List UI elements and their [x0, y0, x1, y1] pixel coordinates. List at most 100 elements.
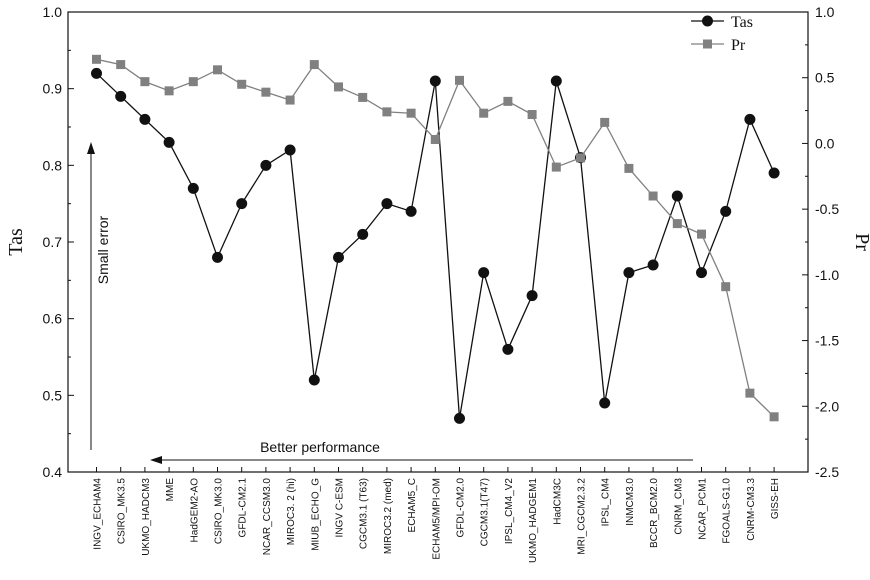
series-pr-point: [527, 110, 537, 120]
x-category-label: GFDL-CM2.1: [238, 478, 249, 538]
series-pr-point: [672, 219, 682, 229]
right-tick-label: 0.0: [815, 135, 835, 151]
series-pr-point: [624, 163, 634, 173]
x-category-label: INGV C-ESM: [335, 478, 346, 537]
series-tas-point: [671, 190, 683, 202]
x-category-label: HadCM3C: [552, 478, 563, 525]
x-category-label: INGV_ECHAM4: [93, 478, 104, 550]
series-tas-point: [454, 412, 465, 424]
legend-entry-tas: Tas: [691, 14, 753, 31]
x-category-label: IPSL_CM4: [601, 478, 612, 527]
x-category-label: INMCM3.0: [625, 478, 636, 526]
x-category-label: CGCM3.1 (T63): [359, 478, 370, 549]
series-tas-point: [526, 290, 538, 302]
x-category-label: CNRM-CM3.3: [746, 478, 757, 541]
better-performance-label: Better performance: [260, 439, 380, 455]
series-pr-point: [116, 60, 126, 70]
x-category-label: FGOALS-G1.0: [722, 478, 733, 544]
legend: Tas Pr: [691, 14, 753, 54]
series-pr-point: [648, 191, 658, 201]
left-tick-label: 0.4: [43, 464, 63, 480]
series-tas-point: [236, 198, 248, 210]
x-category-label: HadGEM2-AO: [189, 478, 200, 543]
right-tick-label: -1.0: [815, 267, 839, 283]
series-tas-point: [696, 267, 707, 279]
series-pr-point: [213, 65, 222, 75]
series-pr-point: [164, 86, 174, 96]
left-tick-label: 0.9: [43, 81, 63, 97]
left-tick-label: 0.7: [43, 234, 63, 250]
right-axis-label: Pr: [851, 233, 870, 251]
series-pr-point: [237, 79, 247, 89]
series-tas-point: [139, 113, 151, 125]
small-error-annotation: Small error: [87, 142, 111, 450]
series-pr-point: [309, 60, 319, 70]
left-tick-label: 0.8: [43, 157, 63, 173]
right-tick-label: 0.5: [815, 70, 835, 86]
series-tas-point: [405, 205, 417, 217]
series-tas-line: [96, 72, 775, 419]
series-pr-point: [455, 75, 464, 85]
legend-pr-marker: [703, 39, 712, 49]
x-category-label: IPSL_CM4_V2: [504, 478, 515, 545]
x-category-label: MIROC3. 2 (hi): [286, 478, 297, 545]
legend-entry-pr: Pr: [691, 37, 746, 54]
series-pr-point: [430, 134, 440, 144]
series-pr-point: [261, 87, 271, 97]
series-tas-point: [333, 251, 344, 263]
series-pr-point: [334, 82, 343, 92]
right-tick-label: -0.5: [815, 201, 839, 217]
right-tick-label: 1.0: [815, 4, 835, 20]
series-tas-point: [187, 182, 199, 194]
x-category-label: CSIRO_MK3.0: [214, 478, 225, 545]
x-category-label: MRI_CGCM2.3.2: [577, 478, 588, 555]
series-tas-point: [647, 259, 659, 271]
left-tick-label: 0.5: [43, 387, 63, 403]
series-tas-point: [212, 251, 223, 263]
x-category-label: NCAR_CCSM3.0: [262, 478, 273, 556]
right-tick-label: -2.0: [815, 398, 839, 414]
series-pr-point: [382, 107, 392, 117]
series-pr-point: [503, 96, 513, 106]
series-tas-point: [768, 167, 780, 179]
x-category-label: ECHAM5_C: [407, 478, 418, 532]
x-category-label: CGCM3.1(T47): [480, 478, 491, 546]
x-category-label: UKMO_HADCM3: [141, 478, 152, 556]
series-layer: [91, 54, 780, 424]
series-tas-point: [720, 205, 732, 217]
small-error-arrowhead: [87, 142, 95, 154]
series-tas-point: [357, 228, 369, 240]
series-tas-point: [381, 198, 393, 210]
legend-tas-label: Tas: [731, 14, 753, 31]
series-pr-point: [551, 162, 561, 172]
series-pr-point: [769, 412, 779, 422]
series-pr-point: [140, 77, 150, 87]
series-tas-point: [429, 75, 441, 87]
series-pr-point: [188, 77, 198, 87]
series-tas-point: [308, 374, 320, 386]
x-category-label: NCAR_PCM1: [698, 478, 709, 540]
series-tas-point: [260, 159, 272, 171]
series-tas-point: [744, 113, 756, 125]
series-pr-point: [576, 153, 585, 163]
series-tas-point: [478, 267, 490, 279]
x-category-label: CNRM_CM3: [673, 478, 684, 535]
series-pr-point: [721, 282, 731, 292]
series-pr-point: [92, 54, 101, 64]
series-pr-point: [479, 108, 489, 118]
left-tick-label: 1.0: [43, 4, 63, 20]
legend-pr-label: Pr: [731, 37, 746, 54]
left-tick-label: 0.6: [43, 311, 63, 327]
series-tas-point: [91, 67, 102, 79]
series-tas-point: [284, 144, 296, 156]
series-tas-point: [599, 397, 611, 409]
series-pr-point: [745, 388, 755, 398]
right-axis-ticks: -2.5 -2.0 -1.5 -1.0 -0.5 0.0 0.5 1.0: [802, 4, 839, 480]
x-category-label: UKMO_HADGEM1: [528, 478, 539, 563]
series-tas-point: [502, 343, 514, 355]
better-performance-annotation: Better performance: [150, 439, 693, 464]
series-pr-line: [96, 58, 775, 418]
series-pr-point: [406, 108, 416, 118]
x-category-label: MME: [165, 478, 176, 502]
x-category-label: MIROC3.2 (med): [383, 478, 394, 554]
